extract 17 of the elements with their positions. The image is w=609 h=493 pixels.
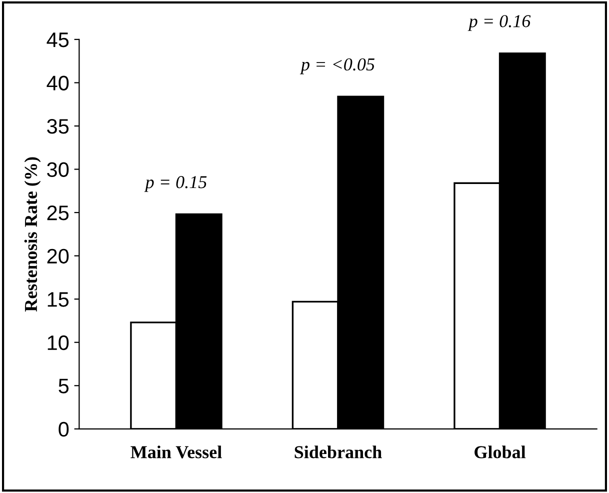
y-tick-label: 10 — [48, 335, 69, 350]
y-tick-label: 30 — [47, 162, 69, 178]
x-tick-label: Main Vessel — [130, 446, 222, 458]
y-tick-label: 5 — [58, 378, 69, 394]
y-tick-label: 0 — [58, 422, 69, 437]
y-tick-label: 35 — [47, 118, 69, 134]
y-tick-label: 20 — [47, 248, 69, 264]
annotation: p = 0.15 — [144, 176, 207, 192]
y-tick-label: 45 — [46, 32, 69, 48]
y-tick-label: 25 — [47, 206, 69, 220]
y-axis-title: Restenosis Rate (%) — [24, 157, 41, 312]
x-tick-label: Sidebranch — [294, 446, 382, 458]
y-tick-label: 40 — [46, 76, 69, 90]
annotation: p = <0.05 — [300, 58, 374, 74]
y-tick-label: 15 — [48, 292, 69, 307]
text: p = 0.16 — [468, 15, 531, 31]
x-tick-label: Global — [474, 446, 526, 458]
